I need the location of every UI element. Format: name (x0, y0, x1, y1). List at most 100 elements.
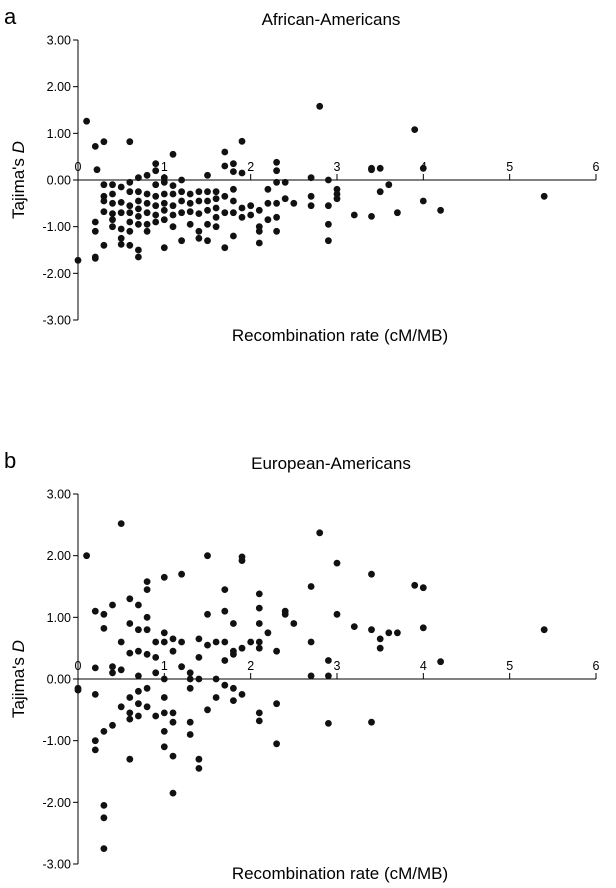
data-point-a (186, 199, 194, 207)
data-point-b (152, 654, 160, 661)
data-point-b (160, 573, 168, 581)
data-point-b (212, 694, 220, 701)
data-point-b (143, 613, 151, 621)
y-tick-label-a: 1.00 (47, 127, 71, 141)
data-point-b (152, 638, 160, 646)
data-point-a (273, 158, 280, 166)
data-point-a (290, 199, 298, 207)
x-tick-label-a: 2 (247, 160, 254, 174)
data-point-b (437, 658, 444, 666)
data-point-a (281, 178, 289, 186)
data-point-b (126, 620, 134, 627)
data-point-a (91, 218, 99, 226)
data-point-a (93, 166, 101, 174)
panel-label-a: a (4, 4, 17, 29)
data-point-a (204, 237, 211, 245)
data-point-a (238, 213, 246, 221)
data-point-a (91, 227, 99, 235)
x-axis-label-a: Recombination rate (cM/MB) (231, 326, 449, 345)
data-point-a (117, 199, 125, 206)
data-point-b (83, 552, 90, 560)
data-point-b (325, 720, 332, 727)
data-point-a (238, 204, 246, 212)
data-point-a (160, 244, 168, 252)
data-point-a (273, 199, 280, 207)
data-point-b (91, 664, 99, 672)
data-point-b (264, 629, 272, 637)
data-point-a (135, 253, 142, 261)
data-point-b (109, 663, 116, 671)
data-point-a (247, 211, 255, 219)
data-point-a (273, 167, 280, 175)
data-point-b (195, 755, 203, 763)
data-point-a (143, 220, 151, 228)
data-point-b (204, 706, 211, 714)
data-point-b (135, 647, 142, 655)
data-point-a (325, 202, 332, 210)
data-point-b (117, 666, 125, 674)
data-point-b (204, 610, 211, 618)
data-point-a (195, 210, 203, 218)
data-point-b (117, 703, 125, 711)
data-point-a (117, 183, 125, 191)
data-point-b (247, 638, 255, 646)
data-point-b (238, 557, 246, 564)
data-point-a (135, 220, 142, 228)
data-point-a (186, 208, 194, 216)
data-point-b (221, 657, 229, 664)
data-point-a (160, 216, 168, 224)
y-tick-label-b: 0.00 (47, 673, 71, 687)
data-point-b (91, 746, 99, 754)
data-point-a (143, 227, 151, 235)
data-point-a (91, 143, 99, 150)
data-point-a (204, 206, 211, 214)
data-point-a (221, 192, 229, 200)
y-tick-label-b: -2.00 (43, 796, 72, 810)
data-point-a (135, 197, 142, 205)
data-point-a (152, 160, 160, 168)
data-point-a (126, 209, 134, 217)
y-tick-label-b: 3.00 (47, 488, 71, 502)
data-point-a (160, 206, 168, 214)
data-point-b (255, 638, 263, 646)
data-point-a (230, 160, 237, 168)
data-point-a (143, 171, 151, 179)
data-point-b (109, 669, 116, 677)
data-point-a (126, 241, 134, 249)
data-point-b (178, 663, 186, 671)
x-tick-label-b: 3 (334, 659, 341, 673)
data-point-b (160, 709, 168, 717)
data-point-b (350, 623, 358, 630)
data-point-a (117, 241, 125, 248)
data-point-a (109, 199, 116, 207)
data-point-a (160, 199, 168, 207)
data-point-b (169, 752, 177, 760)
data-point-a (255, 239, 263, 247)
data-point-a (385, 181, 393, 189)
data-point-b (152, 712, 160, 720)
data-point-b (238, 691, 246, 698)
data-point-a (247, 202, 255, 210)
data-point-a (178, 176, 186, 184)
data-point-b (186, 731, 194, 738)
chart-panel-a: 3.002.001.000.00-1.00-2.00-3.000123456Ta… (0, 0, 616, 440)
data-point-a (204, 197, 211, 205)
data-point-a (143, 190, 151, 198)
data-point-b (221, 638, 229, 646)
data-point-a (264, 185, 272, 193)
data-point-a (230, 197, 237, 205)
chart-panel-b: 3.00 2.00 1.00 0.00 -1.00 -2.00 -3.00 0 1 2 3 4 5 6 Ta… (0, 444, 616, 884)
data-point-b (273, 647, 280, 655)
data-point-b (368, 570, 375, 578)
data-point-a (160, 190, 168, 198)
data-point-a (368, 164, 375, 172)
data-point-b (204, 641, 211, 649)
data-point-b (255, 604, 263, 612)
data-point-b (160, 629, 168, 637)
x-tick-label-a: 5 (506, 160, 513, 174)
data-point-b (368, 626, 375, 634)
data-point-b (91, 737, 99, 745)
data-point-b (117, 520, 125, 527)
data-point-a (100, 197, 108, 205)
data-point-b (186, 669, 194, 677)
